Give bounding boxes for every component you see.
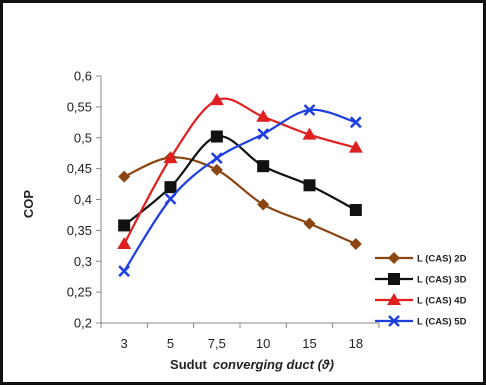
data-point-triangle bbox=[387, 293, 401, 305]
data-point-square bbox=[164, 181, 177, 194]
series-lines bbox=[117, 93, 363, 278]
series-l-cas-3d bbox=[118, 130, 362, 232]
series-line bbox=[123, 108, 357, 272]
data-point-diamond bbox=[349, 237, 362, 250]
data-point-triangle bbox=[256, 109, 271, 122]
x-tick-label: 10 bbox=[256, 336, 270, 351]
data-point-x-stroke bbox=[388, 315, 400, 327]
y-tick-label: 0,6 bbox=[74, 69, 92, 84]
series-line bbox=[123, 97, 357, 245]
data-point-square bbox=[210, 130, 223, 143]
legend-label: L (CAS) 2D bbox=[417, 254, 467, 265]
legend-label: L (CAS) 4D bbox=[417, 296, 467, 307]
data-point-diamond bbox=[210, 163, 223, 176]
tick-labels: 0,2 0,25 0,3 0,35 0,4 0,45 0,5 0,55 0,6 3 5 7,5 10 15… bbox=[67, 69, 363, 352]
data-point-square bbox=[118, 219, 131, 232]
y-tick-label: 0,5 bbox=[74, 130, 92, 145]
data-point-x-stroke bbox=[164, 192, 177, 205]
x-tick-label: 3 bbox=[121, 336, 128, 351]
data-point-x-stroke bbox=[303, 104, 316, 116]
y-tick-label: 0,55 bbox=[67, 99, 92, 114]
x-tick-label: 15 bbox=[302, 336, 316, 351]
data-point-x-stroke bbox=[257, 128, 270, 140]
legend-item: L (CAS) 4D bbox=[375, 293, 467, 307]
legend-item: L (CAS) 3D bbox=[375, 273, 467, 286]
legend-item: L (CAS) 5D bbox=[375, 315, 467, 328]
data-point-triangle bbox=[348, 140, 363, 153]
data-point-triangle bbox=[163, 151, 178, 164]
x-tick-label: 7,5 bbox=[208, 336, 226, 351]
data-point-x bbox=[388, 315, 400, 327]
data-point-x bbox=[303, 104, 316, 116]
data-point-triangle bbox=[302, 127, 317, 140]
data-point-diamond bbox=[118, 170, 131, 183]
data-point-diamond bbox=[303, 217, 316, 230]
axes bbox=[96, 75, 380, 328]
legend-label: L (CAS) 3D bbox=[417, 275, 467, 286]
data-point-x bbox=[210, 152, 223, 165]
data-point-x-stroke bbox=[118, 265, 131, 278]
data-point-x-stroke bbox=[349, 116, 362, 129]
data-point-x bbox=[349, 116, 362, 129]
y-tick-label: 0,4 bbox=[74, 192, 92, 207]
data-point-square bbox=[257, 160, 270, 173]
y-tick-label: 0,2 bbox=[74, 316, 92, 331]
data-point-x bbox=[118, 265, 131, 278]
data-point-x-stroke bbox=[210, 152, 223, 165]
data-point-square bbox=[303, 179, 316, 192]
x-axis-label: Sudut converging duct (ϑ) bbox=[170, 357, 334, 372]
x-tick-label: 18 bbox=[349, 336, 363, 351]
data-point-diamond bbox=[257, 198, 270, 211]
y-tick-label: 0,3 bbox=[74, 254, 92, 269]
data-point-x bbox=[257, 128, 270, 140]
series-line bbox=[123, 156, 357, 245]
y-axis-label: COP bbox=[21, 190, 36, 219]
x-tick-label: 5 bbox=[167, 336, 174, 351]
data-point-x bbox=[164, 192, 177, 205]
data-point-square bbox=[388, 273, 400, 285]
x-axis-label-italic: converging duct (ϑ) bbox=[213, 357, 334, 372]
series-l-cas-5d bbox=[118, 104, 362, 278]
legend: L (CAS) 2D L (CAS) 3D L (CAS) 4D L (CAS) 5D bbox=[375, 252, 467, 328]
legend-label: L (CAS) 5D bbox=[417, 317, 467, 328]
y-tick-label: 0,45 bbox=[67, 161, 92, 176]
series-l-cas-4d bbox=[117, 93, 363, 249]
x-axis-label-plain: Sudut bbox=[170, 357, 207, 372]
chart: 0,2 0,25 0,3 0,35 0,4 0,45 0,5 0,55 0,6 3 5 7,5 10 15… bbox=[21, 69, 467, 373]
y-tick-label: 0,25 bbox=[67, 285, 92, 300]
data-point-square bbox=[349, 203, 362, 216]
y-tick-label: 0,35 bbox=[67, 223, 92, 238]
data-point-triangle bbox=[209, 93, 224, 106]
data-point-diamond bbox=[388, 252, 400, 264]
series-line bbox=[123, 135, 357, 227]
legend-item: L (CAS) 2D bbox=[375, 252, 467, 265]
data-point-triangle bbox=[117, 236, 132, 249]
